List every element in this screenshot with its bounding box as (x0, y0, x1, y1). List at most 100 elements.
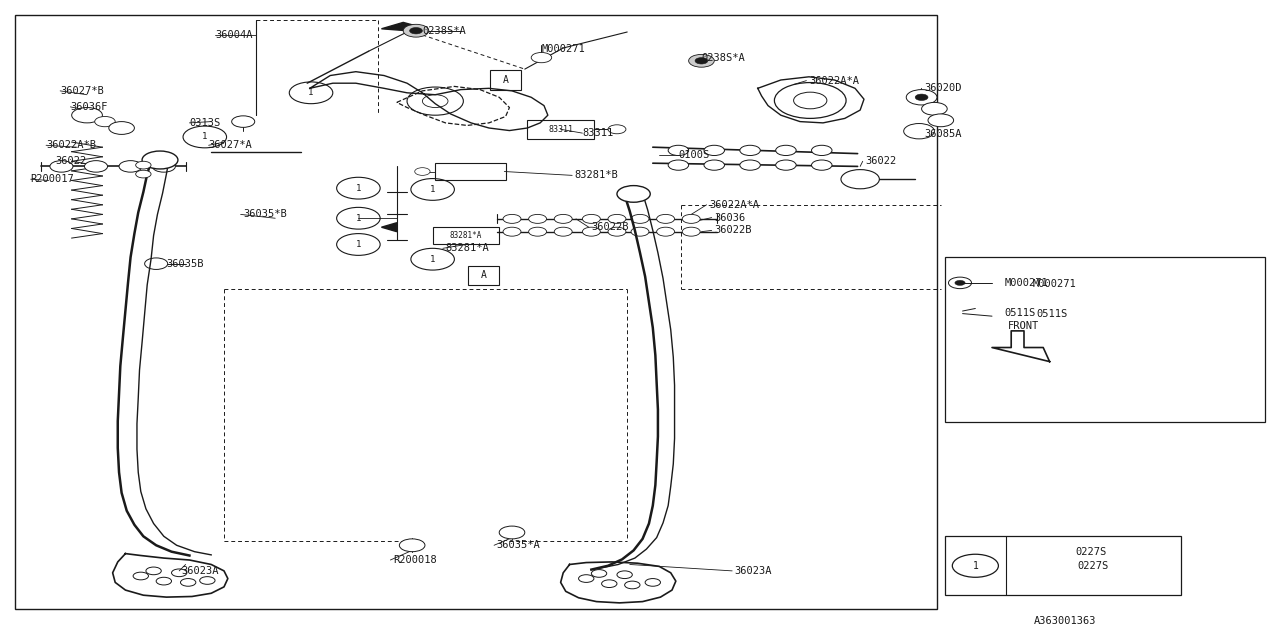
Circle shape (95, 116, 115, 127)
Text: 1: 1 (973, 561, 978, 571)
Text: A: A (503, 75, 508, 85)
Text: 36022A*B: 36022A*B (46, 140, 96, 150)
Circle shape (812, 160, 832, 170)
Text: 83311: 83311 (582, 128, 613, 138)
Circle shape (529, 227, 547, 236)
Text: 36027*B: 36027*B (60, 86, 104, 96)
Circle shape (906, 90, 937, 105)
Circle shape (608, 125, 626, 134)
Text: M000271: M000271 (541, 44, 585, 54)
Text: 36036F: 36036F (70, 102, 108, 112)
Text: 0227S: 0227S (1078, 561, 1108, 571)
Circle shape (682, 214, 700, 223)
Circle shape (582, 214, 600, 223)
Text: 0238S*A: 0238S*A (701, 52, 745, 63)
Circle shape (608, 214, 626, 223)
Circle shape (499, 526, 525, 539)
Circle shape (812, 145, 832, 156)
Text: 0100S: 0100S (678, 150, 709, 160)
Bar (945, 257, 1265, 422)
Circle shape (682, 227, 700, 236)
Text: 83281*A: 83281*A (449, 231, 483, 240)
Text: 36035*B: 36035*B (243, 209, 287, 220)
Circle shape (704, 160, 724, 170)
Circle shape (904, 124, 934, 139)
Text: 36022B: 36022B (591, 222, 628, 232)
Bar (527, 120, 594, 139)
Text: 36022: 36022 (865, 156, 896, 166)
Polygon shape (381, 223, 397, 232)
Text: 36004A: 36004A (215, 30, 252, 40)
Circle shape (399, 539, 425, 552)
Circle shape (689, 54, 714, 67)
Circle shape (503, 214, 521, 223)
Circle shape (410, 28, 422, 34)
Circle shape (841, 170, 879, 189)
Circle shape (84, 161, 108, 172)
Text: FRONT: FRONT (1009, 321, 1039, 332)
Circle shape (657, 214, 675, 223)
Bar (490, 70, 521, 90)
Circle shape (529, 214, 547, 223)
Circle shape (145, 258, 168, 269)
Text: 36035B: 36035B (166, 259, 204, 269)
Circle shape (740, 160, 760, 170)
Circle shape (955, 280, 965, 285)
Text: 36022A*A: 36022A*A (709, 200, 759, 210)
Circle shape (142, 151, 178, 169)
Circle shape (531, 52, 552, 63)
Text: 36022B: 36022B (714, 225, 751, 236)
Circle shape (136, 170, 151, 178)
Circle shape (668, 160, 689, 170)
Polygon shape (381, 22, 420, 31)
Circle shape (72, 108, 102, 123)
Bar (15, 15, 937, 609)
Circle shape (695, 58, 708, 64)
Bar (945, 536, 1181, 595)
Circle shape (554, 214, 572, 223)
Text: 36023A: 36023A (735, 566, 772, 576)
Circle shape (136, 161, 151, 169)
Circle shape (776, 145, 796, 156)
Text: 36036: 36036 (714, 212, 745, 223)
Text: 1: 1 (430, 185, 435, 194)
Circle shape (915, 94, 928, 100)
Text: 36027*A: 36027*A (209, 140, 252, 150)
Text: 1: 1 (356, 214, 361, 223)
Circle shape (631, 214, 649, 223)
Circle shape (657, 227, 675, 236)
Circle shape (109, 122, 134, 134)
Text: 1: 1 (356, 240, 361, 249)
Text: R200018: R200018 (393, 555, 436, 565)
Text: R200017: R200017 (31, 174, 74, 184)
Circle shape (554, 227, 572, 236)
Circle shape (608, 227, 626, 236)
Text: 36035*A: 36035*A (497, 540, 540, 550)
Circle shape (922, 102, 947, 115)
Circle shape (503, 227, 521, 236)
Text: 36085A: 36085A (924, 129, 961, 140)
Circle shape (403, 24, 429, 37)
Text: 0511S: 0511S (1005, 308, 1036, 318)
Circle shape (617, 186, 650, 202)
Text: 83281*B: 83281*B (575, 170, 618, 180)
Circle shape (631, 227, 649, 236)
Bar (468, 266, 499, 285)
Text: 1: 1 (308, 88, 314, 97)
Circle shape (928, 114, 954, 127)
Text: 83281*A: 83281*A (445, 243, 489, 253)
Text: 36023A: 36023A (182, 566, 219, 576)
Text: M000271: M000271 (1005, 278, 1048, 288)
Text: 36020D: 36020D (924, 83, 961, 93)
Circle shape (740, 145, 760, 156)
Circle shape (152, 161, 175, 172)
Circle shape (50, 161, 73, 172)
Text: 1: 1 (430, 255, 435, 264)
Circle shape (415, 168, 430, 175)
Text: 0313S: 0313S (189, 118, 220, 128)
Circle shape (232, 116, 255, 127)
Circle shape (582, 227, 600, 236)
Bar (433, 227, 499, 244)
Text: 83311: 83311 (548, 125, 573, 134)
Text: 1: 1 (202, 132, 207, 141)
